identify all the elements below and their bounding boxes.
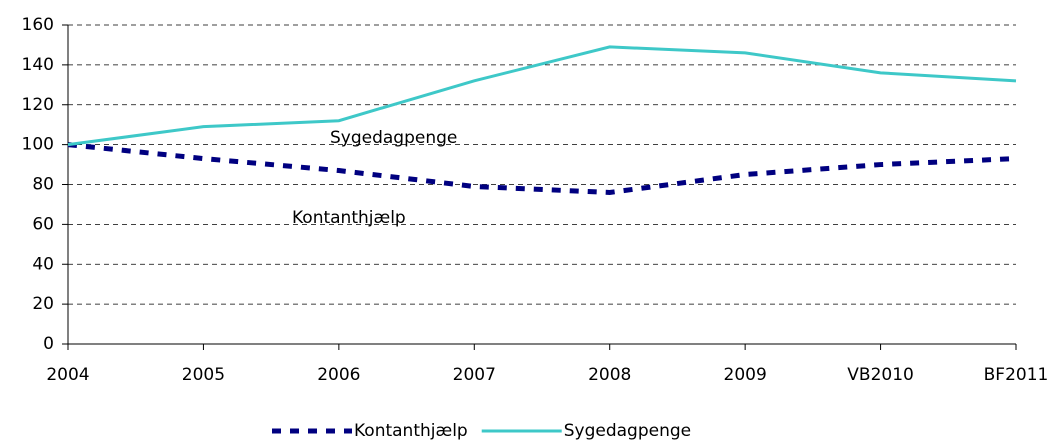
legend-label: Kontanthjælp (354, 421, 468, 441)
annotation: Sygedagpenge (330, 128, 457, 148)
x-tick-label: 2008 (588, 365, 631, 385)
y-tick-label: 80 (32, 175, 54, 195)
x-tick-label: 2007 (453, 365, 496, 385)
y-tick-label: 60 (32, 214, 54, 234)
y-tick-label: 140 (22, 55, 54, 75)
y-tick-label: 40 (32, 254, 54, 274)
y-tick-label: 120 (22, 95, 54, 115)
x-tick-label: 2005 (182, 365, 225, 385)
x-tick-label: BF2011 (984, 365, 1049, 385)
x-tick-label: VB2010 (847, 365, 914, 385)
y-tick-label: 20 (32, 294, 54, 314)
annotation: Kontanthjælp (292, 208, 406, 228)
x-tick-label: 2006 (317, 365, 360, 385)
legend-label: Sygedagpenge (564, 421, 691, 441)
y-tick-label: 100 (22, 135, 54, 155)
x-tick-label: 2004 (46, 365, 89, 385)
series-line (67, 142, 1017, 195)
y-tick-label: 0 (43, 334, 54, 354)
y-tick-label: 160 (22, 15, 54, 35)
x-tick-label: 2009 (724, 365, 767, 385)
series-line (67, 45, 1017, 147)
